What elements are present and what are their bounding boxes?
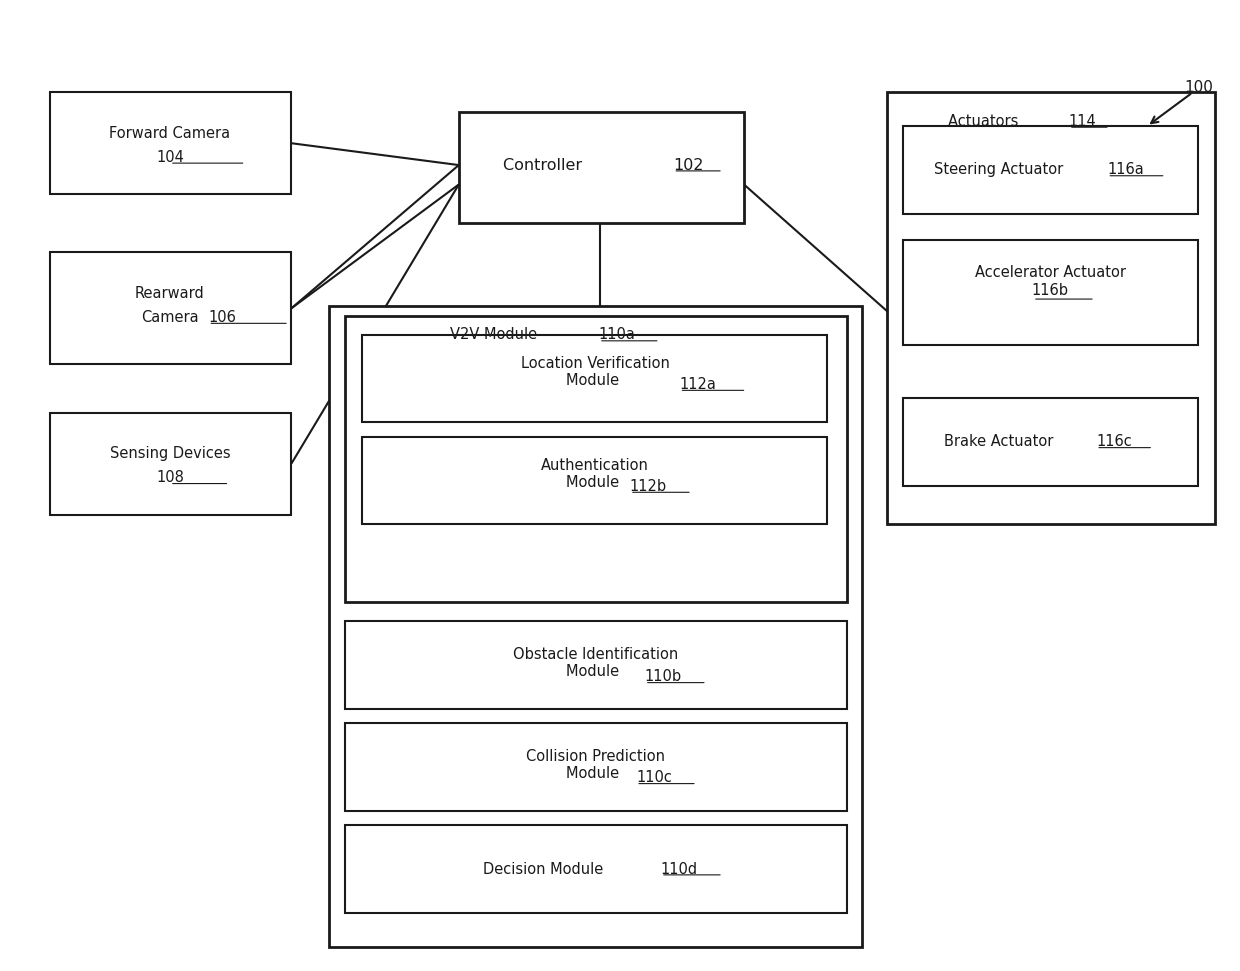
Text: Collision Prediction
Module: Collision Prediction Module: [526, 749, 665, 782]
Bar: [345, 316, 847, 602]
Bar: [887, 92, 1215, 524]
Text: Steering Actuator: Steering Actuator: [934, 162, 1068, 178]
Bar: [459, 112, 744, 223]
Bar: [903, 126, 1198, 214]
Bar: [50, 413, 291, 515]
Text: Rearward: Rearward: [135, 285, 205, 301]
Text: Sensing Devices: Sensing Devices: [109, 446, 231, 461]
Text: Obstacle Identification
Module: Obstacle Identification Module: [512, 647, 678, 680]
Text: Accelerator Actuator
116b: Accelerator Actuator 116b: [975, 265, 1126, 298]
Text: V2V Module: V2V Module: [450, 327, 542, 343]
Bar: [903, 398, 1198, 486]
Text: Camera: Camera: [141, 310, 198, 325]
Text: 112b: 112b: [630, 479, 667, 494]
Text: 104: 104: [156, 150, 184, 165]
Text: Decision Module: Decision Module: [484, 861, 608, 877]
Text: Brake Actuator: Brake Actuator: [944, 434, 1058, 450]
Text: 112a: 112a: [680, 377, 717, 392]
Text: Controller: Controller: [503, 157, 588, 173]
Text: 102: 102: [673, 157, 704, 173]
Text: 110d: 110d: [661, 861, 698, 877]
Text: 100: 100: [1184, 80, 1213, 95]
Bar: [345, 723, 847, 811]
Bar: [50, 92, 291, 194]
Bar: [362, 437, 827, 524]
Bar: [345, 825, 847, 913]
Text: Location Verification
Module: Location Verification Module: [521, 355, 670, 388]
Text: Actuators: Actuators: [949, 114, 1023, 129]
Text: 110b: 110b: [645, 669, 682, 685]
Text: 110a: 110a: [599, 327, 636, 343]
Text: 116a: 116a: [1107, 162, 1145, 178]
Bar: [903, 240, 1198, 345]
Bar: [362, 335, 827, 422]
Text: 114: 114: [1069, 114, 1096, 129]
Bar: [329, 306, 862, 947]
Text: 106: 106: [208, 310, 236, 325]
Text: 108: 108: [156, 470, 184, 486]
Text: 116c: 116c: [1096, 434, 1132, 450]
Text: Authentication
Module: Authentication Module: [542, 457, 649, 490]
Bar: [345, 621, 847, 709]
Bar: [50, 252, 291, 364]
Text: 110c: 110c: [636, 770, 672, 786]
Text: Forward Camera: Forward Camera: [109, 126, 231, 142]
